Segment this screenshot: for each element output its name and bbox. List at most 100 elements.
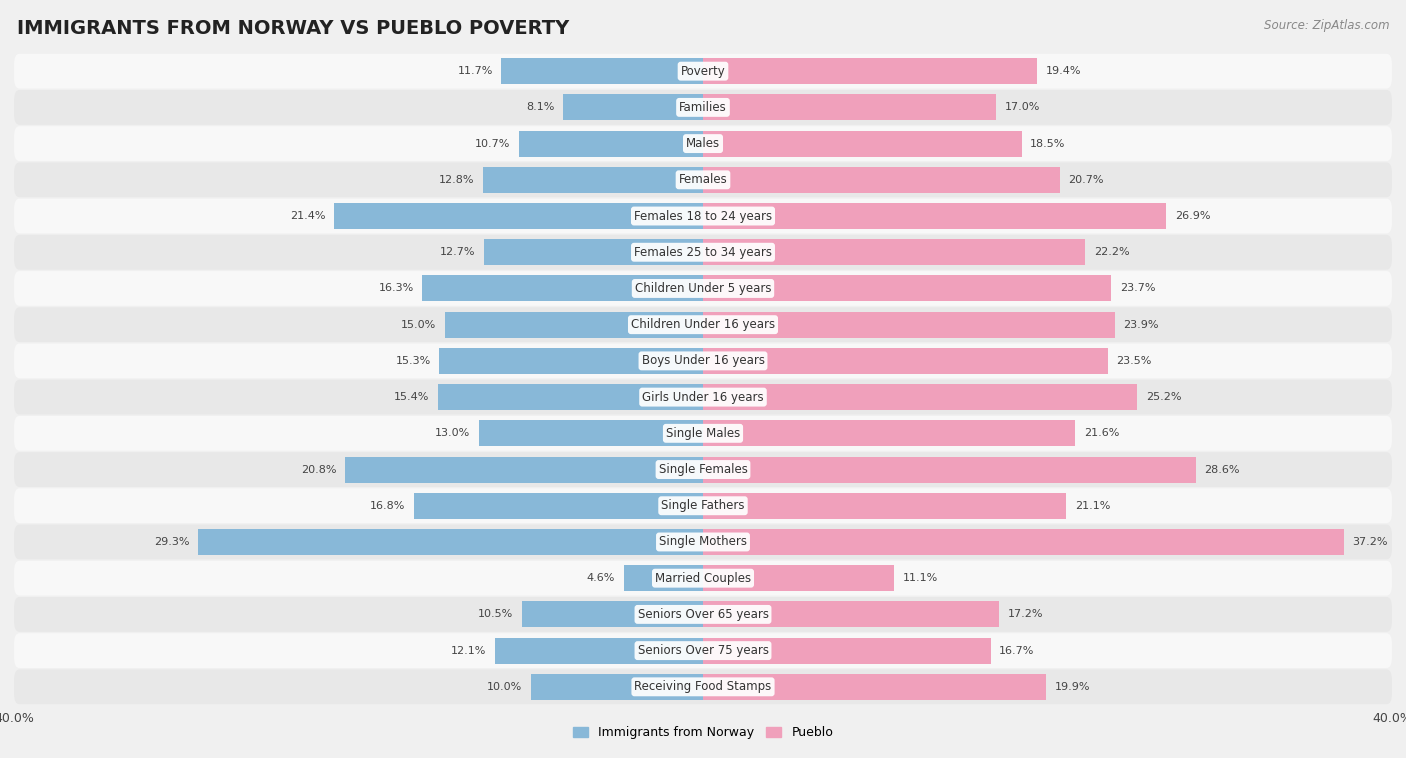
- Text: Single Females: Single Females: [658, 463, 748, 476]
- Text: 17.2%: 17.2%: [1008, 609, 1043, 619]
- FancyBboxPatch shape: [14, 633, 1392, 668]
- Bar: [703, 312, 1115, 338]
- Bar: [703, 58, 1038, 84]
- Text: 13.0%: 13.0%: [436, 428, 471, 438]
- Bar: [703, 275, 1111, 302]
- Bar: [344, 456, 703, 483]
- Bar: [703, 601, 1000, 628]
- Bar: [482, 167, 703, 193]
- FancyBboxPatch shape: [14, 90, 1392, 125]
- Text: 22.2%: 22.2%: [1094, 247, 1129, 257]
- Text: 16.7%: 16.7%: [1000, 646, 1035, 656]
- FancyBboxPatch shape: [14, 561, 1392, 596]
- Text: 19.4%: 19.4%: [1046, 66, 1081, 76]
- Text: Single Males: Single Males: [666, 427, 740, 440]
- Text: 11.7%: 11.7%: [457, 66, 494, 76]
- Text: Boys Under 16 years: Boys Under 16 years: [641, 355, 765, 368]
- Bar: [703, 637, 991, 664]
- FancyBboxPatch shape: [14, 669, 1392, 704]
- FancyBboxPatch shape: [14, 525, 1392, 559]
- Bar: [703, 493, 1066, 518]
- FancyBboxPatch shape: [14, 453, 1392, 487]
- Text: 21.6%: 21.6%: [1084, 428, 1119, 438]
- Bar: [198, 529, 703, 555]
- Bar: [703, 167, 1060, 193]
- Text: 16.8%: 16.8%: [370, 501, 405, 511]
- Text: 23.9%: 23.9%: [1123, 320, 1159, 330]
- Text: 10.5%: 10.5%: [478, 609, 513, 619]
- Text: 15.4%: 15.4%: [394, 392, 429, 402]
- Bar: [422, 275, 703, 302]
- FancyBboxPatch shape: [14, 54, 1392, 89]
- Text: 16.3%: 16.3%: [378, 283, 413, 293]
- FancyBboxPatch shape: [14, 416, 1392, 451]
- Text: IMMIGRANTS FROM NORWAY VS PUEBLO POVERTY: IMMIGRANTS FROM NORWAY VS PUEBLO POVERTY: [17, 19, 569, 38]
- Text: Males: Males: [686, 137, 720, 150]
- Bar: [703, 384, 1137, 410]
- Text: Children Under 5 years: Children Under 5 years: [634, 282, 772, 295]
- Bar: [703, 94, 995, 121]
- Bar: [624, 565, 703, 591]
- Bar: [519, 130, 703, 157]
- Text: 20.8%: 20.8%: [301, 465, 336, 475]
- Text: Receiving Food Stamps: Receiving Food Stamps: [634, 681, 772, 694]
- Bar: [502, 58, 703, 84]
- FancyBboxPatch shape: [14, 162, 1392, 197]
- Text: 10.7%: 10.7%: [475, 139, 510, 149]
- Text: 4.6%: 4.6%: [586, 573, 616, 583]
- FancyBboxPatch shape: [14, 127, 1392, 161]
- Bar: [703, 240, 1085, 265]
- Text: 23.5%: 23.5%: [1116, 356, 1152, 366]
- Text: 37.2%: 37.2%: [1353, 537, 1388, 547]
- Bar: [495, 637, 703, 664]
- Bar: [703, 203, 1167, 229]
- Text: 26.9%: 26.9%: [1175, 211, 1211, 221]
- Text: 29.3%: 29.3%: [155, 537, 190, 547]
- Bar: [703, 348, 1108, 374]
- Text: 18.5%: 18.5%: [1031, 139, 1066, 149]
- Bar: [703, 674, 1046, 700]
- Text: 12.7%: 12.7%: [440, 247, 475, 257]
- Bar: [484, 240, 703, 265]
- Text: Single Fathers: Single Fathers: [661, 500, 745, 512]
- Text: Single Mothers: Single Mothers: [659, 535, 747, 549]
- Text: Seniors Over 65 years: Seniors Over 65 years: [637, 608, 769, 621]
- Text: 15.3%: 15.3%: [395, 356, 430, 366]
- FancyBboxPatch shape: [14, 380, 1392, 415]
- Text: 28.6%: 28.6%: [1204, 465, 1240, 475]
- Bar: [335, 203, 703, 229]
- Bar: [703, 130, 1022, 157]
- Text: 23.7%: 23.7%: [1119, 283, 1156, 293]
- Bar: [413, 493, 703, 518]
- Bar: [531, 674, 703, 700]
- Bar: [703, 565, 894, 591]
- Text: 20.7%: 20.7%: [1069, 175, 1104, 185]
- Text: 15.0%: 15.0%: [401, 320, 436, 330]
- Bar: [703, 456, 1195, 483]
- Text: 21.4%: 21.4%: [290, 211, 326, 221]
- Text: Females: Females: [679, 174, 727, 186]
- Text: Females 18 to 24 years: Females 18 to 24 years: [634, 209, 772, 223]
- Bar: [564, 94, 703, 121]
- Text: Females 25 to 34 years: Females 25 to 34 years: [634, 246, 772, 258]
- FancyBboxPatch shape: [14, 235, 1392, 270]
- Text: 12.8%: 12.8%: [439, 175, 474, 185]
- Bar: [437, 384, 703, 410]
- FancyBboxPatch shape: [14, 199, 1392, 233]
- Text: Married Couples: Married Couples: [655, 572, 751, 584]
- FancyBboxPatch shape: [14, 343, 1392, 378]
- Bar: [479, 420, 703, 446]
- Bar: [444, 312, 703, 338]
- Text: 10.0%: 10.0%: [486, 682, 522, 692]
- Text: 25.2%: 25.2%: [1146, 392, 1181, 402]
- Text: 8.1%: 8.1%: [526, 102, 555, 112]
- Bar: [522, 601, 703, 628]
- Text: Families: Families: [679, 101, 727, 114]
- Text: Children Under 16 years: Children Under 16 years: [631, 318, 775, 331]
- Legend: Immigrants from Norway, Pueblo: Immigrants from Norway, Pueblo: [568, 722, 838, 744]
- Text: 17.0%: 17.0%: [1004, 102, 1040, 112]
- FancyBboxPatch shape: [14, 488, 1392, 523]
- Text: 12.1%: 12.1%: [450, 646, 486, 656]
- Text: 21.1%: 21.1%: [1076, 501, 1111, 511]
- Bar: [703, 529, 1344, 555]
